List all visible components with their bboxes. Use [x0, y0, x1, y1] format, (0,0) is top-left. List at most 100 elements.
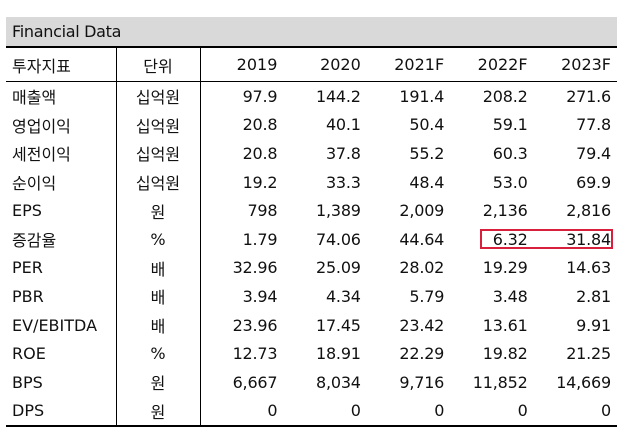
header-indicator: 투자지표	[6, 46, 116, 82]
table-title: Financial Data	[6, 17, 617, 46]
value-cell: 14,669	[556, 372, 611, 392]
value-cell: 8,034	[315, 372, 361, 392]
table-row: 순이익 십억원 19.2 33.3 48.4 53.0 69.9	[6, 167, 617, 197]
table-row: EPS 원 798 1,389 2,009 2,136 2,816	[6, 196, 617, 225]
value-cell: 23.96	[232, 315, 278, 335]
value-cell: 20.8	[242, 115, 278, 135]
table-row: 세전이익 십억원 20.8 37.8 55.2 60.3 79.4	[6, 139, 617, 168]
value-cell: 32.96	[232, 258, 278, 278]
row-label: PER	[12, 258, 43, 278]
header-year: 2021F	[366, 46, 451, 82]
value-cell: 4.34	[325, 286, 361, 306]
table-row: EV/EBITDA 배 23.96 17.45 23.42 13.61 9.91	[6, 310, 617, 340]
row-label: EV/EBITDA	[12, 315, 98, 335]
value-cell: 37.8	[325, 143, 361, 163]
row-label: BPS	[12, 372, 43, 392]
value-cell: 31.84	[566, 229, 611, 249]
value-cell: 1.79	[242, 229, 278, 249]
row-label: 증감율	[12, 231, 57, 251]
header-year: 2019	[200, 46, 284, 82]
value-cell: 53.0	[492, 172, 528, 192]
row-label: PBR	[12, 286, 44, 306]
value-cell: 19.82	[482, 344, 528, 364]
value-cell: 25.09	[315, 258, 361, 278]
header-year: 2020	[283, 46, 367, 82]
row-label: ROE	[12, 344, 46, 364]
value-cell: 17.45	[315, 315, 361, 335]
row-unit: 십억원	[115, 110, 201, 140]
row-unit: 배	[115, 282, 201, 311]
row-label: 세전이익	[12, 145, 71, 165]
value-cell: 69.9	[576, 172, 611, 192]
row-unit: 배	[115, 310, 201, 340]
table-row: PER 배 32.96 25.09 28.02 19.29 14.63	[6, 253, 617, 283]
table-row: 증감율% 1.79 74.06 44.64 6.32 31.84	[6, 224, 617, 254]
row-label: 순이익	[12, 174, 57, 194]
header-row: 투자지표 단위 2019 2020 2021F 2022F 2023F	[6, 46, 617, 82]
value-cell: 28.02	[399, 258, 445, 278]
value-cell: 0	[533, 396, 617, 428]
value-cell: 44.64	[399, 229, 445, 249]
row-unit: 배	[115, 253, 201, 283]
table-row: 영업이익 십억원 20.8 40.1 50.4 59.1 77.8	[6, 110, 617, 140]
value-cell: 20.8	[242, 143, 278, 163]
value-cell: 0	[366, 396, 451, 428]
value-cell: 3.94	[242, 286, 278, 306]
value-cell: 50.4	[409, 115, 445, 135]
value-cell: 191.4	[399, 86, 445, 106]
value-cell: 0	[283, 396, 367, 428]
value-cell: 23.42	[399, 315, 445, 335]
row-unit: 십억원	[115, 167, 201, 197]
header-unit: 단위	[115, 46, 201, 82]
value-cell: 9,716	[399, 372, 445, 392]
value-cell: 22.29	[399, 344, 445, 364]
value-cell: 48.4	[409, 172, 445, 192]
value-cell: 2.81	[576, 286, 611, 306]
value-cell: 3.48	[492, 286, 528, 306]
value-cell: 798	[247, 201, 278, 221]
table-row: PBR 배 3.94 4.34 5.79 3.48 2.81	[6, 282, 617, 311]
value-cell: 13.61	[482, 315, 528, 335]
value-cell: 208.2	[482, 86, 528, 106]
row-unit: %	[115, 224, 201, 254]
value-cell: 40.1	[325, 115, 361, 135]
value-cell: 6.32	[492, 229, 528, 249]
table-row: ROE% 12.73 18.91 22.29 19.82 21.25	[6, 339, 617, 368]
value-cell: 21.25	[566, 344, 611, 364]
value-cell: 33.3	[325, 172, 361, 192]
value-cell: 18.91	[315, 344, 361, 364]
table-row: BPS 원 6,667 8,034 9,716 11,852 14,669	[6, 367, 617, 397]
row-unit: 원	[115, 367, 201, 397]
value-cell: 6,667	[232, 372, 278, 392]
row-unit: 십억원	[115, 81, 201, 111]
row-unit: 원	[115, 396, 201, 428]
header-year: 2022F	[450, 46, 534, 82]
value-cell: 1,389	[315, 201, 361, 221]
row-label: EPS	[12, 201, 42, 221]
row-unit: 원	[115, 196, 201, 225]
value-cell: 0	[200, 396, 284, 428]
value-cell: 0	[450, 396, 534, 428]
row-label: 매출액	[12, 88, 57, 108]
value-cell: 55.2	[409, 143, 445, 163]
value-cell: 59.1	[492, 115, 528, 135]
table-row: DPS 원 0 0 0 0 0	[6, 396, 617, 428]
header-year: 2023F	[533, 46, 617, 82]
value-cell: 2,816	[566, 201, 611, 221]
value-cell: 11,852	[472, 372, 528, 392]
row-label: 영업이익	[12, 116, 71, 136]
value-cell: 79.4	[576, 143, 611, 163]
table-row: 매출액 십억원 97.9 144.2 191.4 208.2 271.6	[6, 81, 617, 111]
value-cell: 144.2	[315, 86, 361, 106]
value-cell: 12.73	[232, 344, 278, 364]
row-label: DPS	[6, 396, 116, 428]
value-cell: 2,136	[482, 201, 528, 221]
value-cell: 97.9	[242, 86, 278, 106]
value-cell: 19.29	[482, 258, 528, 278]
value-cell: 19.2	[242, 172, 278, 192]
value-cell: 60.3	[492, 143, 528, 163]
value-cell: 271.6	[566, 86, 611, 106]
value-cell: 9.91	[576, 315, 611, 335]
